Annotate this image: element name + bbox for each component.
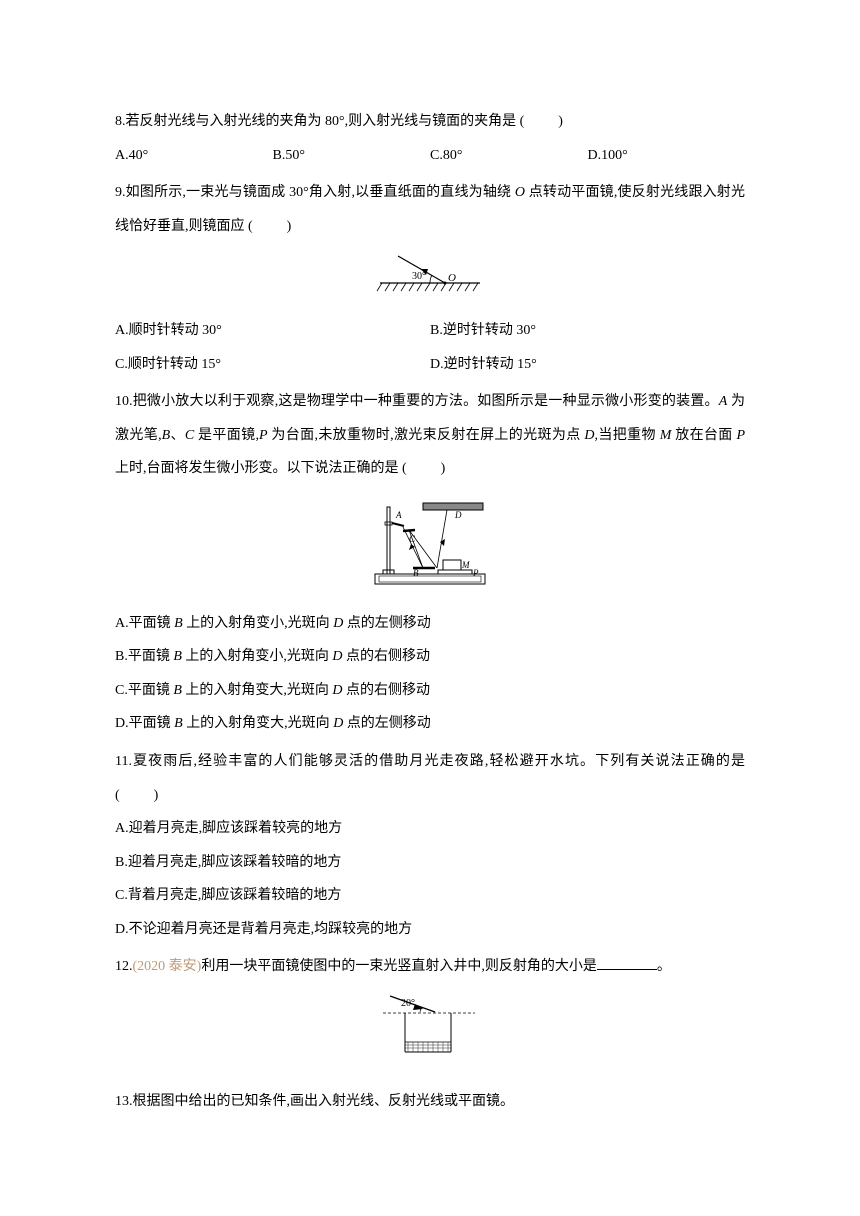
question-10: 10.把微小放大以利于观察,这是物理学中一种重要的方法。如图所示是一种显示微小形… bbox=[115, 385, 745, 741]
q10-t8: 上时,台面将发生微小形变。以下说法正确的是 bbox=[115, 461, 402, 476]
q8-option-c: C.80° bbox=[430, 139, 588, 173]
q8-options: A.40° B.50° C.80° D.100° bbox=[115, 139, 745, 173]
q10-b: B bbox=[162, 428, 171, 443]
q9-italic-o: O bbox=[515, 185, 525, 200]
q10-option-b: B.平面镜 B 上的入射角变小,光斑向 D 点的右侧移动 bbox=[115, 640, 745, 674]
question-13: 13.根据图中给出的已知条件,画出入射光线、反射光线或平面镜。 bbox=[115, 1085, 745, 1119]
q10-option-d: D.平面镜 B 上的入射角变大,光斑向 D 点的左侧移动 bbox=[115, 707, 745, 741]
q8-paren: ( ) bbox=[520, 114, 565, 129]
q10-paren: ( ) bbox=[402, 461, 447, 476]
well-light-diagram: 20° bbox=[375, 990, 485, 1065]
q12-stem: 利用一块平面镜使图中的一束光竖直射入井中,则反射角的大小是 bbox=[201, 959, 597, 974]
q10-t5: 为台面,未放重物时,激光束反射在屏上的光斑为点 bbox=[268, 428, 585, 443]
q10-p2: P bbox=[737, 428, 746, 443]
q12-text: 12.(2020 泰安)利用一块平面镜使图中的一束光竖直射入井中,则反射角的大小… bbox=[115, 950, 745, 984]
q10-t3: 、 bbox=[170, 428, 185, 443]
q11-text: 11.夏夜雨后,经验丰富的人们能够灵活的借助月光走夜路,轻松避开水坑。下列有关说… bbox=[115, 745, 745, 812]
q12-punct: 。 bbox=[657, 959, 671, 974]
laser-mirror-apparatus: A C B D M P bbox=[365, 492, 495, 587]
q11-option-c: C.背着月亮走,脚应该踩着较暗的地方 bbox=[115, 879, 745, 913]
q12-source: (2020 泰安) bbox=[133, 959, 202, 974]
q11-option-a: A.迎着月亮走,脚应该踩着较亮的地方 bbox=[115, 812, 745, 846]
q9-option-c: C.顺时针转动 15° bbox=[115, 348, 430, 382]
q10-c: C bbox=[185, 428, 194, 443]
q9-paren: ( ) bbox=[248, 219, 293, 234]
q10-d: D bbox=[584, 428, 594, 443]
question-9: 9.如图所示,一束光与镜面成 30°角入射,以垂直纸面的直线为轴绕 O 点转动平… bbox=[115, 176, 745, 381]
q10-a: A bbox=[719, 394, 728, 409]
q10-t7: 放在台面 bbox=[671, 428, 736, 443]
q9-option-a: A.顺时针转动 30° bbox=[115, 314, 430, 348]
q8-option-d: D.100° bbox=[588, 139, 746, 173]
q9-option-b: B.逆时针转动 30° bbox=[430, 314, 745, 348]
q12-blank bbox=[597, 954, 657, 970]
fig-label-d: D bbox=[454, 510, 462, 520]
q10-option-c: C.平面镜 B 上的入射角变大,光斑向 D 点的右侧移动 bbox=[115, 674, 745, 708]
q11-option-d: D.不论迎着月亮还是背着月亮走,均踩较亮的地方 bbox=[115, 913, 745, 947]
q10-m: M bbox=[660, 428, 672, 443]
q11-stem: 11.夏夜雨后,经验丰富的人们能够灵活的借助月光走夜路,轻松避开水坑。下列有关说… bbox=[115, 754, 745, 769]
point-o-label: O bbox=[448, 272, 456, 284]
q10-text: 10.把微小放大以利于观察,这是物理学中一种重要的方法。如图所示是一种显示微小形… bbox=[115, 385, 745, 486]
q10-option-a: A.平面镜 B 上的入射角变小,光斑向 D 点的左侧移动 bbox=[115, 607, 745, 641]
fig-label-a: A bbox=[395, 510, 402, 520]
question-11: 11.夏夜雨后,经验丰富的人们能够灵活的借助月光走夜路,轻松避开水坑。下列有关说… bbox=[115, 745, 745, 947]
q9-options-row1: A.顺时针转动 30° B.逆时针转动 30° bbox=[115, 314, 745, 348]
q9-text1: 9.如图所示,一束光与镜面成 30°角入射,以垂直纸面的直线为轴绕 bbox=[115, 185, 515, 200]
fig-label-b: B bbox=[413, 568, 419, 578]
question-8: 8.若反射光线与入射光线的夹角为 80°,则入射光线与镜面的夹角是 ( ) A.… bbox=[115, 105, 745, 172]
q8-option-a: A.40° bbox=[115, 139, 273, 173]
q9-text: 9.如图所示,一束光与镜面成 30°角入射,以垂直纸面的直线为轴绕 O 点转动平… bbox=[115, 176, 745, 243]
q11-option-b: B.迎着月亮走,脚应该踩着较暗的地方 bbox=[115, 846, 745, 880]
q11-paren: ( ) bbox=[115, 788, 160, 803]
fig-label-m: M bbox=[461, 560, 470, 570]
q8-stem: 8.若反射光线与入射光线的夹角为 80°,则入射光线与镜面的夹角是 bbox=[115, 114, 516, 129]
fig-label-c: C bbox=[409, 534, 416, 544]
q13-text: 13.根据图中给出的已知条件,画出入射光线、反射光线或平面镜。 bbox=[115, 1085, 745, 1119]
q12-figure: 20° bbox=[115, 990, 745, 1079]
q10-t6: ,当把重物 bbox=[595, 428, 660, 443]
q12-num: 12. bbox=[115, 959, 133, 974]
q10-figure: A C B D M P bbox=[115, 492, 745, 601]
question-12: 12.(2020 泰安)利用一块平面镜使图中的一束光竖直射入井中,则反射角的大小… bbox=[115, 950, 745, 1078]
q9-figure: 30° O bbox=[115, 249, 745, 308]
angle-30-label: 30° bbox=[412, 271, 426, 282]
q9-option-d: D.逆时针转动 15° bbox=[430, 348, 745, 382]
q10-t4: 是平面镜, bbox=[194, 428, 259, 443]
mirror-angle-diagram: 30° O bbox=[350, 249, 510, 294]
q9-options-row2: C.顺时针转动 15° D.逆时针转动 15° bbox=[115, 348, 745, 382]
angle-20-label: 20° bbox=[401, 998, 415, 1009]
q8-option-b: B.50° bbox=[273, 139, 431, 173]
q10-t1: 10.把微小放大以利于观察,这是物理学中一种重要的方法。如图所示是一种显示微小形… bbox=[115, 394, 719, 409]
fig-label-p: P bbox=[472, 568, 479, 578]
q10-p: P bbox=[259, 428, 268, 443]
q8-text: 8.若反射光线与入射光线的夹角为 80°,则入射光线与镜面的夹角是 ( ) bbox=[115, 105, 745, 139]
